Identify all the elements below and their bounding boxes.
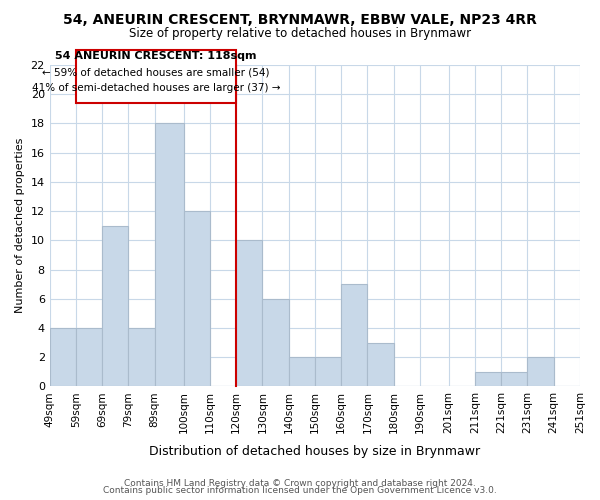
- Bar: [367, 342, 394, 386]
- Bar: [236, 240, 262, 386]
- Y-axis label: Number of detached properties: Number of detached properties: [15, 138, 25, 314]
- Bar: [262, 298, 289, 386]
- X-axis label: Distribution of detached houses by size in Brynmawr: Distribution of detached houses by size …: [149, 444, 481, 458]
- Bar: [289, 357, 315, 386]
- Bar: [155, 124, 184, 386]
- Bar: [76, 328, 102, 386]
- Text: Size of property relative to detached houses in Brynmawr: Size of property relative to detached ho…: [129, 28, 471, 40]
- Text: 54 ANEURIN CRESCENT: 118sqm: 54 ANEURIN CRESCENT: 118sqm: [55, 51, 257, 61]
- Bar: [527, 357, 554, 386]
- Bar: [102, 226, 128, 386]
- Text: ← 59% of detached houses are smaller (54): ← 59% of detached houses are smaller (54…: [42, 68, 270, 78]
- Text: Contains public sector information licensed under the Open Government Licence v3: Contains public sector information licen…: [103, 486, 497, 495]
- Bar: [128, 328, 155, 386]
- Bar: [341, 284, 367, 386]
- FancyBboxPatch shape: [76, 50, 236, 103]
- Bar: [315, 357, 341, 386]
- Bar: [50, 328, 76, 386]
- Bar: [184, 211, 210, 386]
- Text: Contains HM Land Registry data © Crown copyright and database right 2024.: Contains HM Land Registry data © Crown c…: [124, 478, 476, 488]
- Bar: [501, 372, 527, 386]
- Bar: [475, 372, 501, 386]
- Text: 54, ANEURIN CRESCENT, BRYNMAWR, EBBW VALE, NP23 4RR: 54, ANEURIN CRESCENT, BRYNMAWR, EBBW VAL…: [63, 12, 537, 26]
- Text: 41% of semi-detached houses are larger (37) →: 41% of semi-detached houses are larger (…: [32, 84, 280, 94]
